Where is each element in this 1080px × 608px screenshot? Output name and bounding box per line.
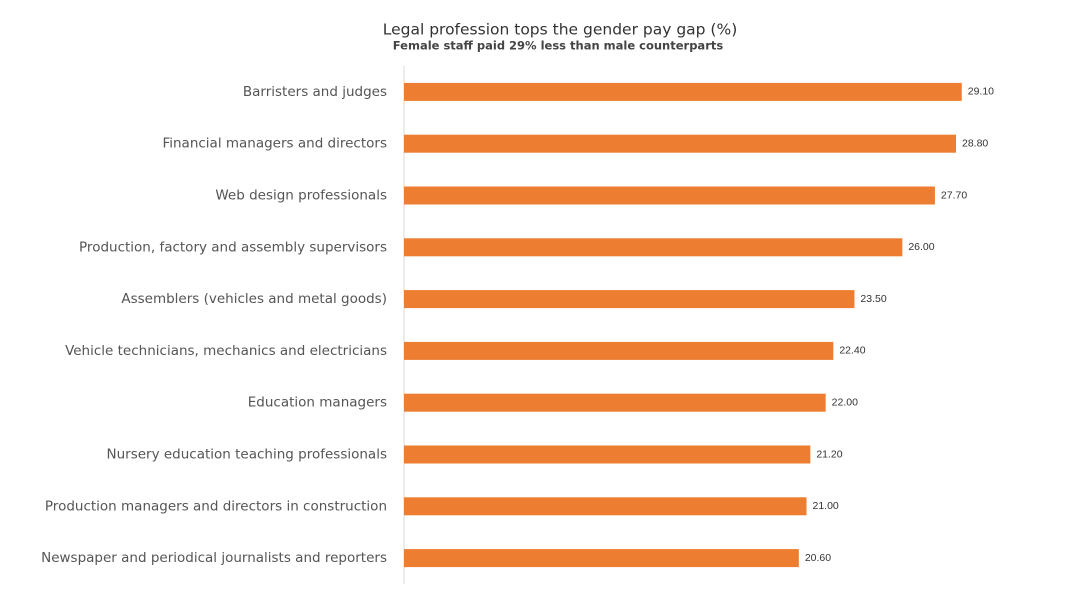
y-tick-label: Nursery education teaching professionals	[106, 447, 387, 463]
y-tick-label: Education managers	[248, 395, 387, 411]
value-label: 20.60	[805, 552, 831, 564]
bar	[404, 445, 811, 464]
y-tick-label: Production managers and directors in con…	[45, 498, 387, 514]
bar	[404, 290, 855, 309]
value-label: 22.00	[832, 396, 858, 408]
chart-subtitle: Female staff paid 29% less than male cou…	[393, 39, 724, 53]
value-label: 22.40	[839, 345, 865, 357]
bar	[404, 549, 799, 568]
chart-title: Legal profession tops the gender pay gap…	[383, 21, 738, 39]
value-label: 28.80	[962, 137, 988, 149]
bar	[404, 186, 935, 205]
y-tick-label: Barristers and judges	[243, 84, 387, 100]
y-tick-label: Newspaper and periodical journalists and…	[41, 550, 387, 566]
y-tick-label: Financial managers and directors	[162, 136, 387, 152]
value-label: 29.10	[968, 86, 994, 98]
bar	[404, 238, 903, 257]
y-tick-label: Web design professionals	[215, 188, 387, 204]
value-label: 21.20	[816, 448, 842, 460]
y-tick-label: Vehicle technicians, mechanics and elect…	[65, 343, 387, 359]
value-label: 21.00	[813, 500, 839, 512]
bar	[404, 393, 826, 412]
y-tick-label: Production, factory and assembly supervi…	[79, 239, 387, 255]
bar	[404, 82, 962, 101]
value-label: 27.70	[941, 189, 967, 201]
value-label: 23.50	[860, 293, 886, 305]
bar	[404, 341, 834, 360]
value-label: 26.00	[908, 241, 934, 253]
bar	[404, 497, 807, 516]
y-tick-label: Assemblers (vehicles and metal goods)	[121, 291, 387, 307]
bar	[404, 134, 956, 153]
